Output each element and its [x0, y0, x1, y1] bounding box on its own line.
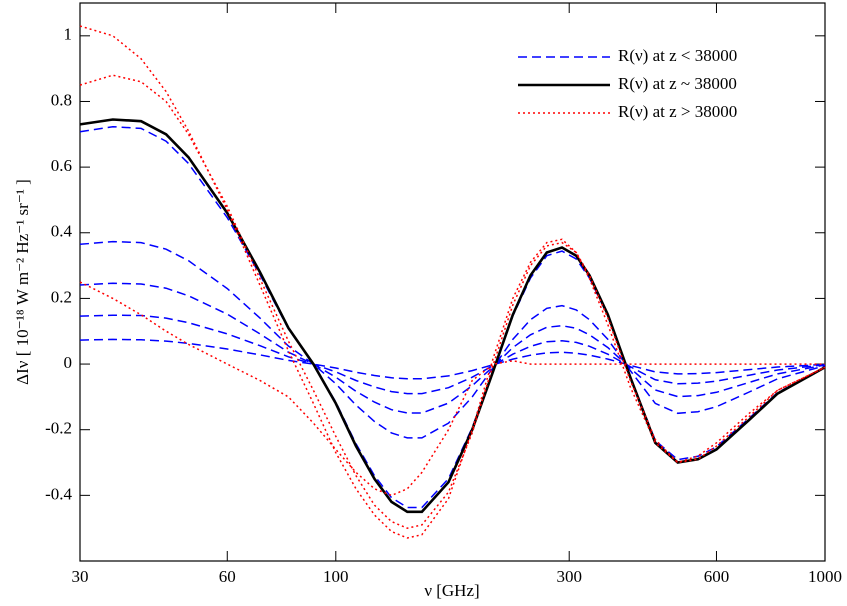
y-tick-label: 0 [64, 353, 73, 372]
x-tick-label: 300 [556, 567, 582, 586]
y-tick-label: 0.6 [51, 156, 72, 175]
y-tick-label: 0.8 [51, 90, 72, 109]
x-tick-label: 600 [704, 567, 730, 586]
line-series [79, 338, 826, 380]
y-tick-label: -0.4 [45, 484, 72, 503]
y-tick-label: 1 [64, 25, 73, 44]
x-axis-label: ν [GHz] [424, 581, 479, 600]
line-series [79, 282, 826, 414]
line-series [79, 281, 825, 497]
line-series [79, 240, 826, 439]
line-series [79, 125, 826, 509]
line-series [79, 314, 826, 395]
x-tick-label: 30 [72, 567, 89, 586]
line-series [79, 74, 826, 529]
legend-label: R(ν) at z ~ 38000 [618, 74, 737, 93]
legend-label: R(ν) at z < 38000 [618, 46, 737, 65]
y-tick-label: 0.4 [51, 222, 73, 241]
legend-label: R(ν) at z > 38000 [618, 102, 737, 121]
y-tick-label: 0.2 [51, 287, 72, 306]
x-tick-label: 1000 [808, 567, 842, 586]
y-tick-label: -0.2 [45, 419, 72, 438]
x-tick-label: 100 [323, 567, 349, 586]
y-axis-label: ΔIν [ 10⁻¹⁸ W m⁻² Hz⁻¹ sr⁻¹ ] [13, 179, 32, 385]
line-series [79, 118, 826, 514]
x-tick-label: 60 [219, 567, 236, 586]
